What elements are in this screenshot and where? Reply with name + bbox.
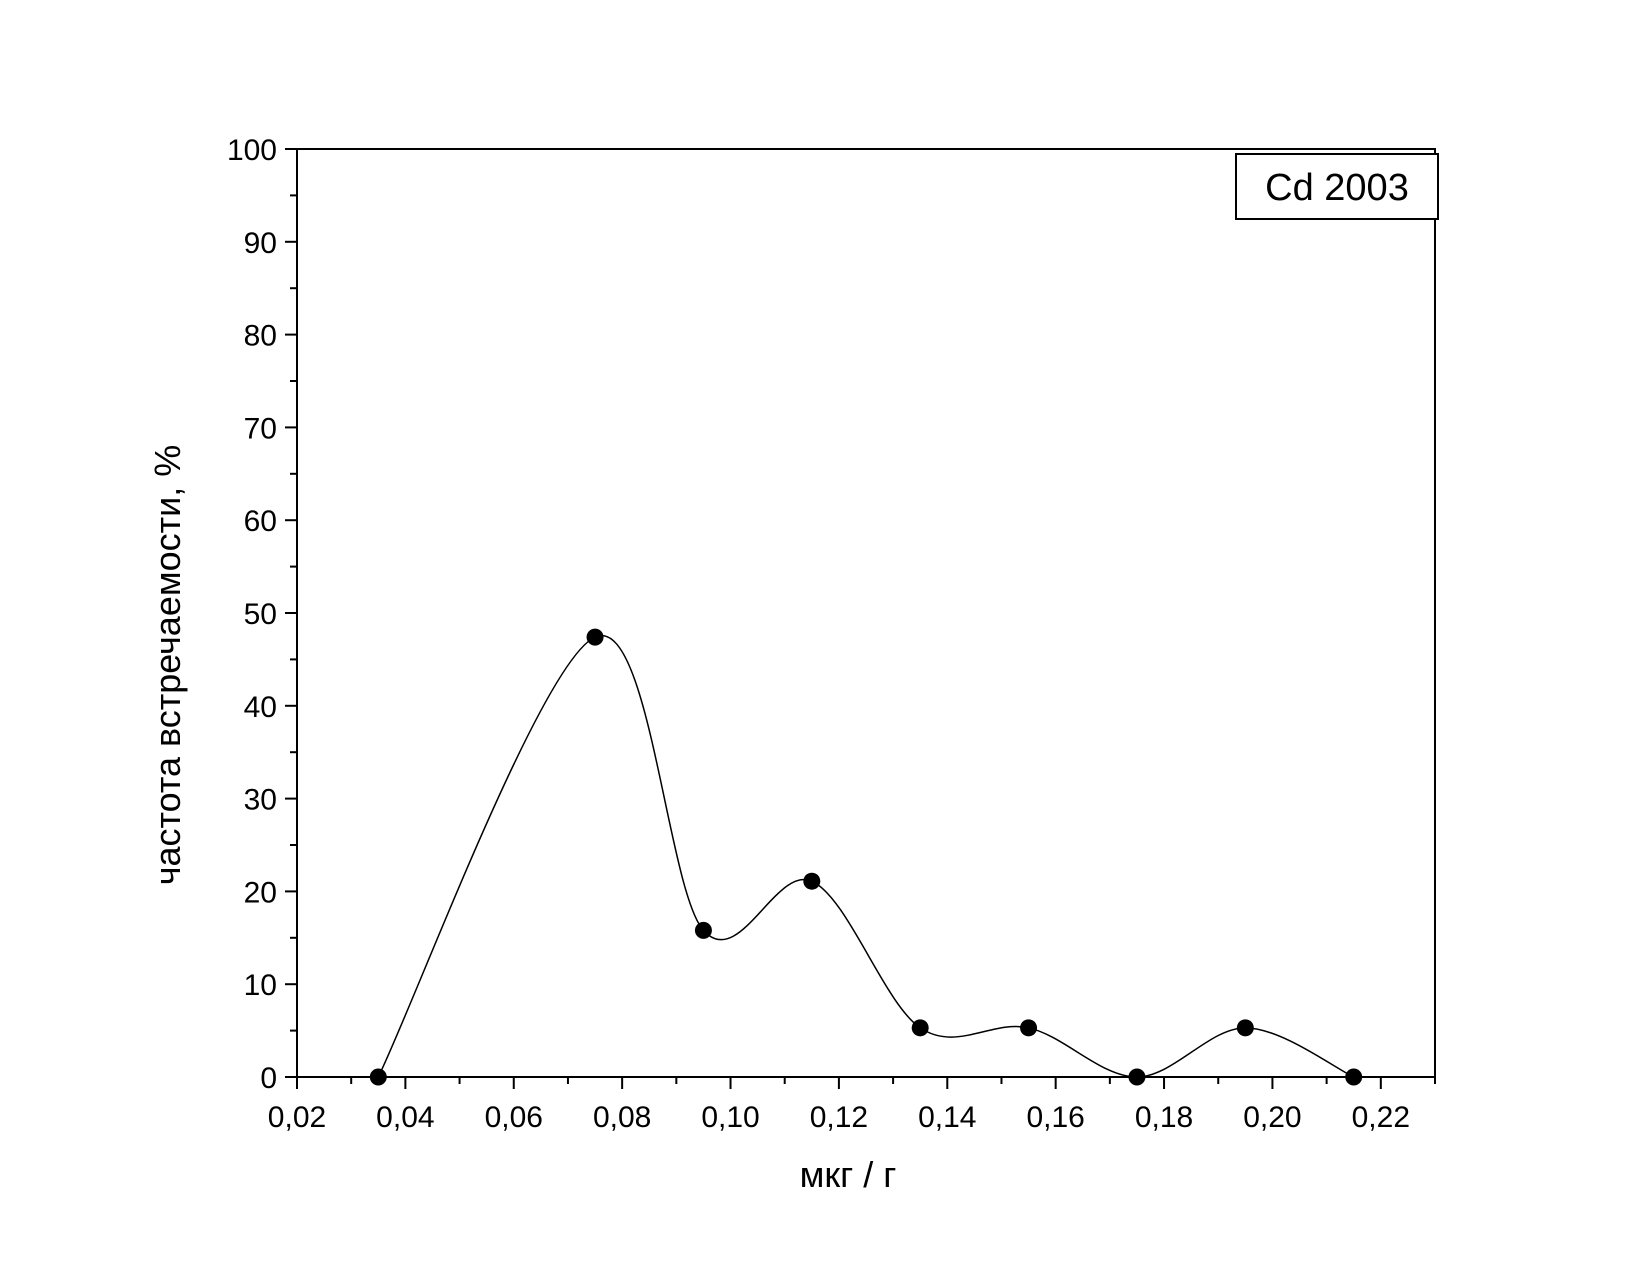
x-tick-label: 0,06 xyxy=(485,1101,543,1134)
y-tick-label: 90 xyxy=(244,227,277,260)
y-axis-title: частота встречаемости, % xyxy=(147,445,188,885)
y-tick-label: 70 xyxy=(244,412,277,445)
y-tick-label: 100 xyxy=(227,134,277,167)
x-tick-label: 0,04 xyxy=(376,1101,434,1134)
y-tick-label: 50 xyxy=(244,598,277,631)
x-tick-label: 0,16 xyxy=(1026,1101,1084,1134)
x-tick-label: 0,12 xyxy=(810,1101,868,1134)
x-tick-label: 0,14 xyxy=(918,1101,976,1134)
x-axis-title: мкг / г xyxy=(800,1154,897,1195)
x-tick-label: 0,02 xyxy=(268,1101,326,1134)
x-tick-label: 0,18 xyxy=(1135,1101,1193,1134)
legend-box xyxy=(1235,153,1439,220)
data-point xyxy=(803,872,821,890)
data-point xyxy=(1020,1019,1038,1037)
y-tick-label: 10 xyxy=(244,969,277,1002)
y-tick-label: 30 xyxy=(244,784,277,817)
data-point xyxy=(911,1019,929,1037)
y-axis-ticks: 0 10 20 30 40 50 60 70 80 90 100 xyxy=(227,134,297,1095)
y-tick-label: 40 xyxy=(244,691,277,724)
legend: Cd 2003 xyxy=(1235,153,1439,220)
data-point xyxy=(1345,1068,1363,1086)
y-tick-label: 20 xyxy=(244,876,277,909)
series-curve xyxy=(377,634,1355,1078)
y-tick-label: 0 xyxy=(260,1062,277,1095)
plot-frame xyxy=(296,148,1436,1078)
y-tick-label: 60 xyxy=(244,505,277,538)
data-point xyxy=(1128,1068,1146,1086)
data-point xyxy=(369,1068,387,1086)
x-tick-label: 0,22 xyxy=(1352,1101,1410,1134)
y-tick-label: 80 xyxy=(244,320,277,353)
x-axis-ticks: 0,02 0,04 0,06 0,08 0,10 0,12 0,14 0,16 0,18 0,20… xyxy=(268,1077,1436,1134)
data-point xyxy=(1236,1019,1254,1037)
x-tick-label: 0,10 xyxy=(701,1101,759,1134)
x-tick-label: 0,08 xyxy=(593,1101,651,1134)
series-points xyxy=(369,628,1363,1086)
legend-label: Cd 2003 xyxy=(1265,167,1409,209)
x-tick-label: 0,20 xyxy=(1243,1101,1301,1134)
data-point xyxy=(694,921,712,939)
data-point xyxy=(586,628,604,646)
